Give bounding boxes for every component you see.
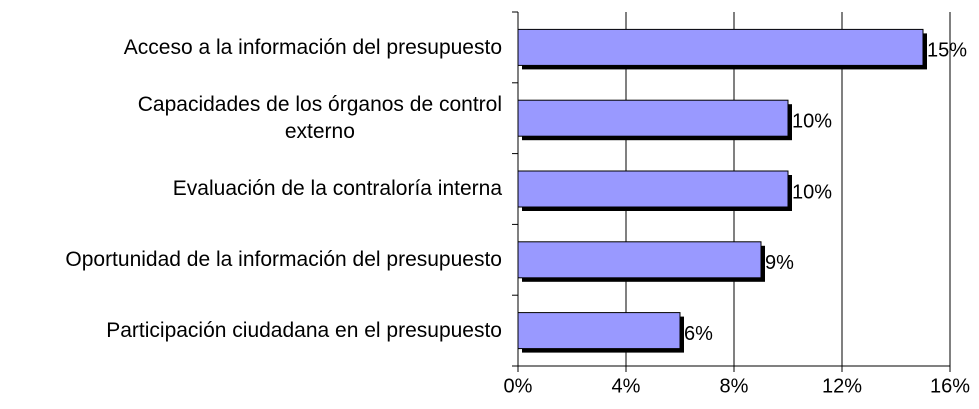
bar xyxy=(517,312,681,350)
category-label: Oportunidad de la información del presup… xyxy=(65,225,502,295)
value-label: 6% xyxy=(684,323,713,345)
category-text: Evaluación de la contraloría interna xyxy=(172,177,502,201)
bar xyxy=(517,241,762,279)
x-tick-label: 4% xyxy=(612,375,641,397)
x-tick-label: 8% xyxy=(720,375,749,397)
category-label: Capacidades de los órganos de control ex… xyxy=(138,83,502,153)
category-label: Acceso a la información del presupuesto xyxy=(124,12,502,82)
category-label: Evaluación de la contraloría interna xyxy=(173,154,502,224)
category-text: Participación ciudadana en el presupuest… xyxy=(106,318,502,342)
bar xyxy=(517,28,924,66)
category-text: Capacidades de los órganos de control ex… xyxy=(137,92,502,144)
value-label: 9% xyxy=(765,252,794,274)
value-label: 15% xyxy=(927,40,967,62)
value-label: 10% xyxy=(792,181,832,203)
bar xyxy=(517,170,789,208)
category-label: Participación ciudadana en el presupuest… xyxy=(106,296,502,366)
value-label: 10% xyxy=(792,110,832,132)
category-text: Oportunidad de la información del presup… xyxy=(65,248,502,272)
category-text: Acceso a la información del presupuesto xyxy=(123,35,502,59)
x-tick-label: 16% xyxy=(930,375,970,397)
bar xyxy=(517,99,789,137)
x-tick-label: 12% xyxy=(822,375,862,397)
x-tick-label: 0% xyxy=(504,375,533,397)
